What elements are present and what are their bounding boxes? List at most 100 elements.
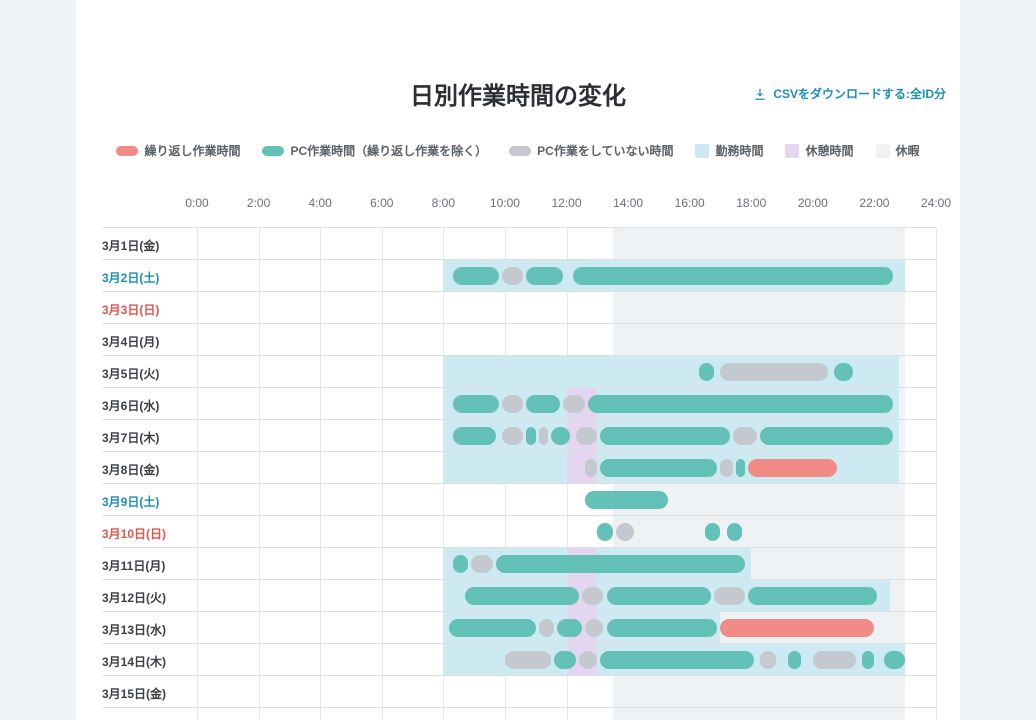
- legend-item: 休暇: [876, 142, 920, 159]
- legend-item: PC作業時間（繰り返し作業を除く）: [262, 142, 487, 159]
- row-label: 3月5日(火): [102, 365, 159, 382]
- row-label: 3月13日(水): [102, 621, 166, 638]
- legend: 繰り返し作業時間 PC作業時間（繰り返し作業を除く） PC作業をしていない時間 勤務時…: [76, 142, 960, 159]
- bar-pc: [699, 363, 714, 381]
- bar-idle: [720, 459, 732, 477]
- row-label: 3月1日(金): [102, 237, 159, 254]
- x-axis-tick: 6:00: [370, 196, 393, 210]
- bar-pc: [727, 523, 742, 541]
- x-axis-tick: 4:00: [308, 196, 331, 210]
- row-label: 3月8日(金): [102, 461, 159, 478]
- legend-swatch: [695, 144, 709, 158]
- x-axis-tick: 24:00: [921, 196, 951, 210]
- bar-pc: [526, 395, 560, 413]
- bar-idle: [471, 555, 493, 573]
- legend-swatch: [262, 146, 284, 156]
- download-icon: [753, 87, 767, 101]
- legend-label: 休暇: [896, 142, 920, 159]
- row-label: 3月11日(月): [102, 557, 165, 574]
- legend-label: 繰り返し作業時間: [144, 142, 240, 159]
- bar-pc: [705, 523, 720, 541]
- bar-idle: [714, 587, 745, 605]
- bar-idle: [502, 395, 524, 413]
- bar-pc: [554, 651, 576, 669]
- row-label: 3月14日(木): [102, 653, 166, 670]
- title-row: 日別作業時間の変化 CSVをダウンロードする:全ID分: [76, 76, 960, 111]
- x-axis-tick: 20:00: [798, 196, 828, 210]
- legend-item: 休憩時間: [785, 142, 853, 159]
- row-label: 3月4日(月): [102, 333, 159, 350]
- bar-idle: [813, 651, 856, 669]
- bar-pc: [573, 267, 893, 285]
- bar-pc: [600, 427, 729, 445]
- bar-idle: [760, 651, 775, 669]
- bar-pc: [788, 651, 800, 669]
- page-root: 日別作業時間の変化 CSVをダウンロードする:全ID分繰り返し作業時間 PC作業時間…: [0, 0, 1036, 720]
- gridline-vertical: [320, 228, 321, 720]
- bar-pc: [600, 651, 754, 669]
- csv-download-link[interactable]: CSVをダウンロードする:全ID分: [753, 85, 946, 102]
- row-label: 3月2日(土): [102, 269, 159, 286]
- x-axis-tick: 10:00: [490, 196, 520, 210]
- bar-idle: [579, 651, 597, 669]
- x-axis-tick: 22:00: [859, 196, 889, 210]
- bar-idle: [502, 267, 524, 285]
- row-divider: [102, 483, 936, 484]
- bar-pc: [453, 427, 496, 445]
- bar-repeat: [720, 619, 874, 637]
- legend-item: 勤務時間: [695, 142, 763, 159]
- legend-swatch: [785, 144, 799, 158]
- bar-idle: [720, 363, 828, 381]
- outer-padding-left: [0, 0, 76, 720]
- bar-idle: [502, 427, 524, 445]
- row-label: 3月6日(水): [102, 397, 159, 414]
- legend-label: 休憩時間: [805, 142, 853, 159]
- row-label: 3月12日(火): [102, 589, 166, 606]
- legend-label: 勤務時間: [715, 142, 763, 159]
- bar-idle: [585, 459, 597, 477]
- x-axis-tick: 0:00: [185, 196, 208, 210]
- bar-pc: [557, 619, 582, 637]
- bar-idle: [616, 523, 634, 541]
- bar-idle: [576, 427, 598, 445]
- bar-pc: [551, 427, 569, 445]
- bar-pc: [453, 395, 499, 413]
- x-axis-tick: 18:00: [736, 196, 766, 210]
- row-label: 3月9日(土): [102, 493, 159, 510]
- row-label: 3月15日(金): [102, 685, 166, 702]
- bar-pc: [585, 491, 668, 509]
- bar-pc: [607, 587, 712, 605]
- row-label: 3月10日(日): [102, 525, 166, 542]
- bar-idle: [585, 619, 603, 637]
- bar-pc: [588, 395, 893, 413]
- page-title: 日別作業時間の変化: [410, 76, 626, 111]
- bar-pc: [736, 459, 745, 477]
- bar-pc: [607, 619, 718, 637]
- bar-pc: [834, 363, 852, 381]
- bar-pc: [748, 587, 877, 605]
- bar-idle: [505, 651, 551, 669]
- legend-item: PC作業をしていない時間: [509, 142, 673, 159]
- legend-item: 繰り返し作業時間: [116, 142, 240, 159]
- x-axis-tick: 16:00: [675, 196, 705, 210]
- bar-pc: [526, 427, 535, 445]
- bar-pc: [465, 587, 579, 605]
- outer-padding-right: [960, 0, 1036, 720]
- bar-pc: [453, 555, 468, 573]
- bar-idle: [539, 427, 548, 445]
- gridline-vertical: [197, 228, 198, 720]
- bar-idle: [563, 395, 585, 413]
- bar-pc: [453, 267, 499, 285]
- gridline-vertical: [259, 228, 260, 720]
- bar-repeat: [748, 459, 837, 477]
- row-label: 3月3日(日): [102, 301, 159, 318]
- bar-pc: [526, 267, 563, 285]
- bar-pc: [884, 651, 906, 669]
- gridline-vertical: [382, 228, 383, 720]
- row-divider: [102, 323, 936, 324]
- row-divider: [102, 291, 936, 292]
- bar-pc: [862, 651, 874, 669]
- row-label: 3月7日(木): [102, 429, 159, 446]
- x-axis-tick: 14:00: [613, 196, 643, 210]
- legend-swatch: [509, 146, 531, 156]
